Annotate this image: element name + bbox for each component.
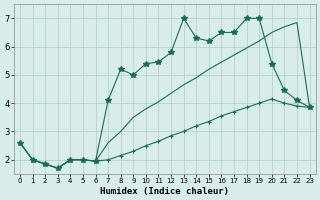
X-axis label: Humidex (Indice chaleur): Humidex (Indice chaleur) (100, 187, 229, 196)
